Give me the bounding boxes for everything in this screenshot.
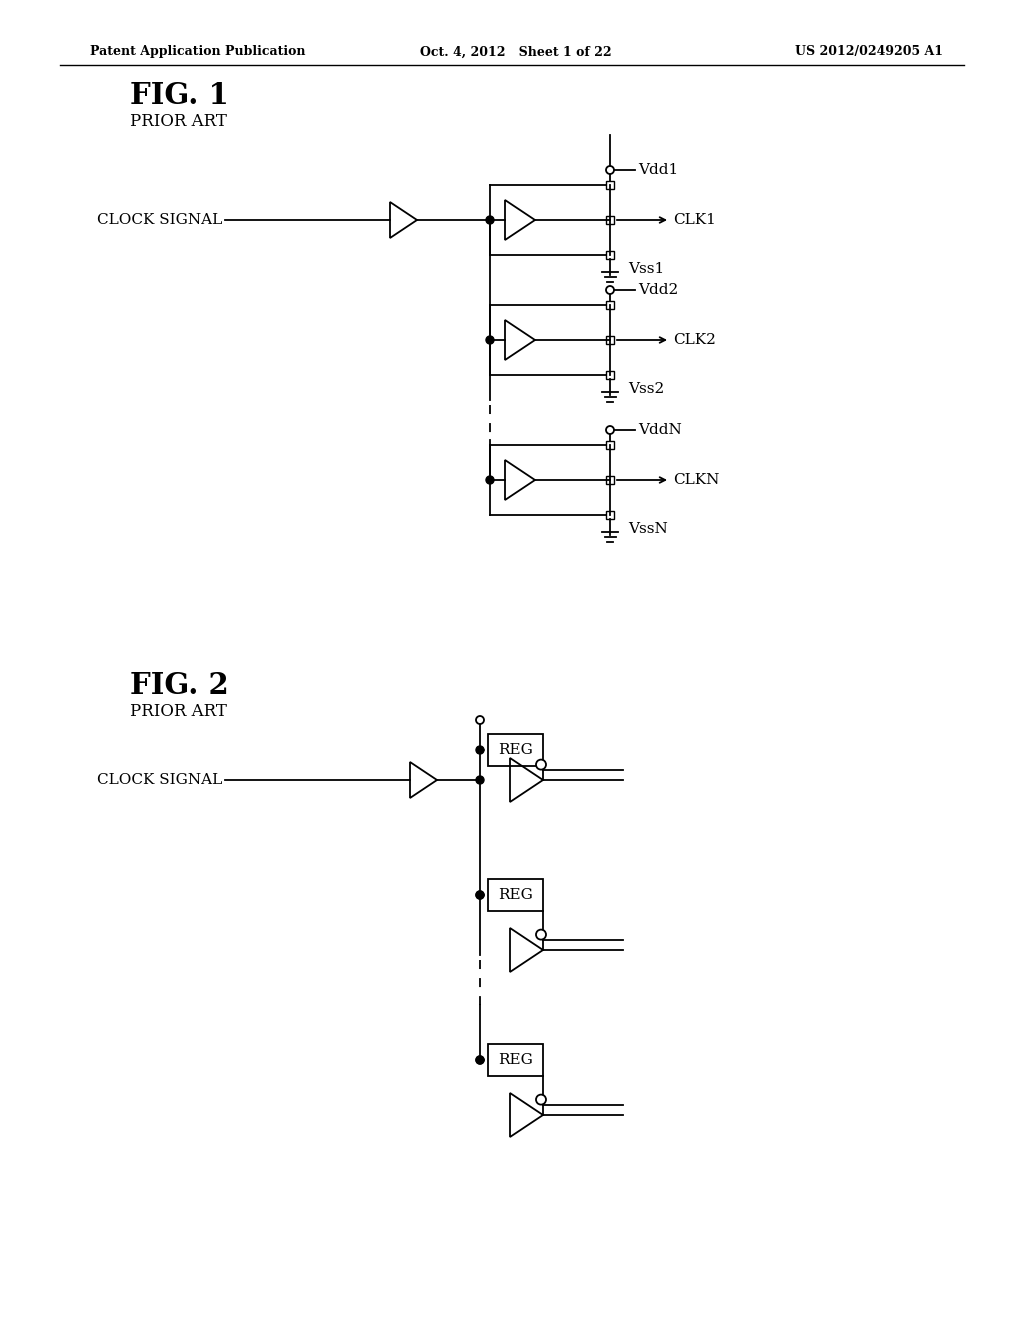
Text: CLOCK SIGNAL: CLOCK SIGNAL <box>96 213 222 227</box>
Circle shape <box>536 929 546 940</box>
Text: Vdd2: Vdd2 <box>638 282 678 297</box>
Bar <box>606 216 614 224</box>
Text: CLKN: CLKN <box>673 473 720 487</box>
Circle shape <box>476 1056 484 1064</box>
Text: US 2012/0249205 A1: US 2012/0249205 A1 <box>795 45 943 58</box>
Text: CLOCK SIGNAL: CLOCK SIGNAL <box>96 774 222 787</box>
Circle shape <box>606 426 614 434</box>
Circle shape <box>536 759 546 770</box>
Text: Vss1: Vss1 <box>628 261 665 276</box>
Bar <box>606 441 614 449</box>
Text: Oct. 4, 2012   Sheet 1 of 22: Oct. 4, 2012 Sheet 1 of 22 <box>420 45 611 58</box>
Circle shape <box>486 477 494 484</box>
Circle shape <box>476 891 484 899</box>
Bar <box>606 477 614 484</box>
Text: FIG. 2: FIG. 2 <box>130 671 228 700</box>
Text: REG: REG <box>498 1053 532 1067</box>
Text: PRIOR ART: PRIOR ART <box>130 114 227 131</box>
Circle shape <box>476 715 484 723</box>
Text: FIG. 1: FIG. 1 <box>130 81 228 110</box>
Text: REG: REG <box>498 888 532 902</box>
Text: Patent Application Publication: Patent Application Publication <box>90 45 305 58</box>
Circle shape <box>486 216 494 224</box>
Bar <box>488 1044 543 1076</box>
Bar <box>606 337 614 345</box>
Text: Vss2: Vss2 <box>628 381 665 396</box>
Circle shape <box>476 746 484 754</box>
Bar <box>606 511 614 519</box>
Text: PRIOR ART: PRIOR ART <box>130 704 227 721</box>
Text: VddN: VddN <box>638 422 682 437</box>
Circle shape <box>606 286 614 294</box>
Text: CLK2: CLK2 <box>673 333 716 347</box>
Bar <box>488 879 543 911</box>
Text: Vdd1: Vdd1 <box>638 162 678 177</box>
Circle shape <box>476 1056 484 1064</box>
Text: REG: REG <box>498 743 532 756</box>
Circle shape <box>536 1094 546 1105</box>
Circle shape <box>606 166 614 174</box>
Text: VssN: VssN <box>628 521 668 536</box>
Bar <box>606 181 614 189</box>
Bar <box>488 734 543 766</box>
Circle shape <box>476 891 484 899</box>
Bar <box>606 301 614 309</box>
Circle shape <box>476 776 484 784</box>
Text: CLK1: CLK1 <box>673 213 716 227</box>
Bar <box>606 251 614 259</box>
Circle shape <box>486 337 494 345</box>
Bar <box>606 371 614 379</box>
